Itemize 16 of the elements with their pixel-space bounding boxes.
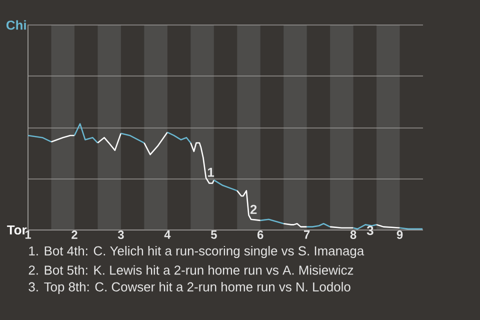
x-tick-label: 6 <box>257 230 264 239</box>
text: 2. Bot 5th: K. Lewis hit a 2-run home run vs A. Misiewicz <box>28 265 354 275</box>
x-tick-label: 3 <box>118 230 124 240</box>
annotation: 2 <box>250 204 257 214</box>
text: Chi <box>6 20 26 30</box>
x-tick-label: 9 <box>396 230 403 239</box>
text: 3. Top 8th: C. Cowser hit a 2-run home run vs N. Lodolo <box>28 282 350 294</box>
x-tick-label: 7 <box>304 230 310 239</box>
x-tick-label: 2 <box>72 230 78 239</box>
x-tick-label: 1 <box>25 230 31 239</box>
text: 1. Bot 4th: C. Yelich hit a run-scoring single vs S. Imanaga <box>29 246 364 258</box>
x-tick-label: 4 <box>164 230 171 239</box>
annotation: 1 <box>208 168 214 177</box>
x-tick-label: 8 <box>350 230 356 239</box>
x-tick-label: 5 <box>210 230 217 239</box>
text: Tor <box>7 225 27 235</box>
